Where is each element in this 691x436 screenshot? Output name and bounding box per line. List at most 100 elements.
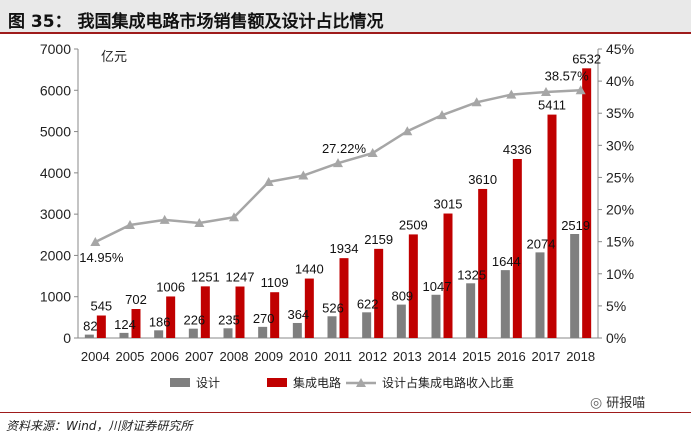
bar-ic-label: 702 (125, 292, 147, 307)
y-right-tick-label: 35% (606, 105, 634, 121)
bar-ic-label: 1247 (226, 270, 255, 285)
wechat-icon: ◎ (590, 395, 603, 411)
x-tick-label: 2013 (393, 349, 422, 364)
x-tick-label: 2011 (324, 349, 352, 364)
bar-design (500, 270, 510, 338)
bar-design-label: 809 (391, 289, 413, 304)
legend-label-ratio: 设计占集成电路收入比重 (382, 375, 514, 390)
bar-ic-label: 1251 (191, 269, 220, 284)
x-tick-label: 2018 (566, 349, 595, 364)
bar-ic-label: 1006 (156, 279, 185, 294)
x-tick-label: 2007 (185, 349, 214, 364)
bar-design (327, 316, 337, 338)
x-tick-label: 2008 (220, 349, 249, 364)
figure-title: 图 35： 我国集成电路市场销售额及设计占比情况 (8, 12, 384, 32)
bar-ic-label: 1934 (330, 241, 359, 256)
ratio-marker (333, 158, 343, 168)
ratio-marker (437, 110, 447, 120)
y-left-tick-label: 4000 (40, 165, 71, 181)
bar-design (188, 328, 198, 338)
y-right-tick-label: 40% (606, 73, 634, 89)
bar-design (119, 332, 129, 338)
bar-ic-label: 1109 (261, 275, 289, 290)
bar-ic (200, 286, 210, 338)
y-right-tick-label: 15% (606, 234, 634, 250)
bar-design (154, 330, 164, 338)
source-divider (0, 412, 691, 413)
ratio-marker (506, 89, 517, 99)
y-left-tick-label: 5000 (40, 124, 71, 140)
y-right-tick-label: 25% (606, 169, 634, 185)
y-left-tick-label: 3000 (40, 206, 71, 222)
bar-ic (512, 158, 522, 338)
x-tick-label: 2009 (254, 349, 283, 364)
bar-ic (304, 278, 314, 338)
y-left-unit-label: 亿元 (101, 50, 127, 65)
bar-design (292, 322, 302, 338)
ratio-marker (194, 218, 205, 228)
x-tick-label: 2005 (116, 349, 145, 364)
legend-label-design: 设计 (196, 376, 220, 390)
ratio-marker (541, 87, 551, 97)
ratio-label: 14.95% (79, 250, 124, 265)
bar-ic (478, 188, 488, 338)
bar-design (431, 294, 441, 338)
bar-ic (582, 68, 592, 338)
y-right-tick-label: 20% (606, 202, 634, 218)
y-right-tick-label: 0% (606, 330, 626, 346)
x-tick-label: 2006 (150, 349, 179, 364)
ratio-marker (367, 148, 378, 158)
bar-design-label: 526 (322, 300, 344, 315)
y-right-tick-label: 30% (606, 137, 634, 153)
bar-design-label: 124 (114, 317, 136, 332)
bar-ic-label: 5411 (538, 98, 566, 113)
watermark-text: 研报喵 (606, 396, 646, 411)
bar-design-label: 364 (287, 307, 309, 322)
bar-design (258, 326, 268, 338)
y-left-tick-label: 2000 (40, 247, 71, 263)
bar-ic-label: 3015 (434, 197, 463, 212)
ratio-label: 27.22% (322, 141, 367, 156)
x-tick-label: 2004 (81, 349, 110, 364)
bar-ic (443, 213, 453, 338)
bar-design-label: 186 (149, 314, 171, 329)
bar-design-label: 2519 (561, 218, 590, 233)
ratio-marker (575, 85, 586, 95)
bar-design (570, 234, 580, 338)
bar-design-label: 1644 (492, 254, 521, 269)
bar-ic-label: 545 (90, 298, 112, 313)
legend-swatch-ic (267, 378, 287, 387)
x-tick-label: 2015 (462, 349, 491, 364)
y-right-tick-label: 45% (606, 41, 634, 57)
bar-ic (270, 292, 280, 338)
bar-ic (408, 234, 418, 338)
figure-title-bar: 图 35： 我国集成电路市场销售额及设计占比情况 (0, 0, 691, 34)
bar-design (535, 252, 545, 338)
bar-design (466, 283, 476, 338)
y-left-tick-label: 6000 (40, 82, 71, 98)
x-tick-label: 2016 (497, 349, 526, 364)
bar-ic-label: 2159 (364, 232, 393, 247)
bar-ic (374, 248, 384, 338)
x-tick-label: 2010 (289, 349, 318, 364)
bar-design (84, 334, 94, 338)
ratio-marker (298, 170, 309, 180)
bar-ic-label: 2509 (399, 217, 428, 232)
bar-ic (547, 114, 557, 338)
bar-ic-label: 4336 (503, 142, 532, 157)
legend-marker-ratio (356, 378, 366, 387)
bar-ic-label: 3610 (468, 172, 497, 187)
y-left-tick-label: 7000 (40, 41, 71, 57)
ratio-marker (402, 126, 413, 136)
y-left-tick-label: 0 (63, 330, 71, 346)
source-note: 资料来源：Wind，川财证券研究所 (6, 419, 193, 433)
bar-ic (131, 309, 141, 338)
bar-ic (339, 258, 349, 338)
ratio-marker (471, 97, 482, 107)
x-tick-label: 2012 (358, 349, 387, 364)
bar-design-label: 1047 (423, 279, 452, 294)
bar-ic (96, 315, 106, 338)
legend-label-ic: 集成电路 (293, 375, 341, 390)
ratio-marker (229, 212, 239, 222)
